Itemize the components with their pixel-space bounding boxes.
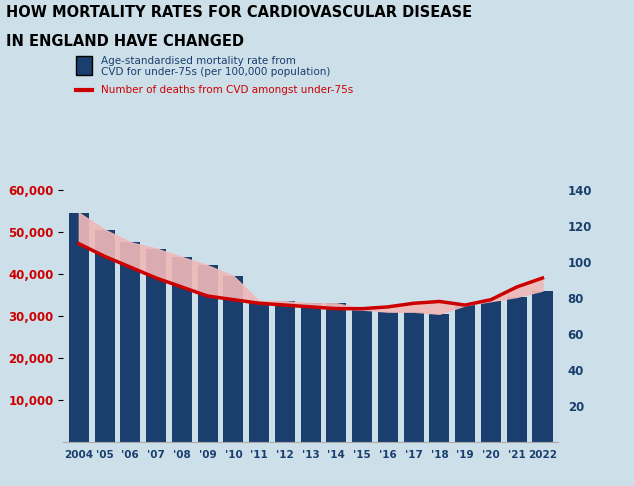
Bar bbox=[481, 301, 501, 442]
Bar bbox=[429, 314, 450, 442]
Bar bbox=[352, 310, 372, 442]
Bar bbox=[94, 229, 115, 442]
Bar bbox=[327, 303, 346, 442]
Bar bbox=[223, 276, 243, 442]
Bar bbox=[172, 257, 192, 442]
Text: HOW MORTALITY RATES FOR CARDIOVASCULAR DISEASE: HOW MORTALITY RATES FOR CARDIOVASCULAR D… bbox=[6, 5, 472, 20]
Text: Age-standardised mortality rate from
CVD for under-75s (per 100,000 population): Age-standardised mortality rate from CVD… bbox=[101, 56, 331, 77]
Bar bbox=[533, 291, 552, 442]
Bar bbox=[275, 301, 295, 442]
Bar bbox=[198, 265, 217, 442]
Bar bbox=[249, 301, 269, 442]
Bar bbox=[301, 303, 321, 442]
Bar bbox=[455, 305, 476, 442]
FancyBboxPatch shape bbox=[76, 56, 92, 75]
Bar bbox=[404, 312, 424, 442]
Text: IN ENGLAND HAVE CHANGED: IN ENGLAND HAVE CHANGED bbox=[6, 34, 244, 49]
Bar bbox=[146, 248, 166, 442]
Bar bbox=[507, 297, 527, 442]
Text: Number of deaths from CVD amongst under-75s: Number of deaths from CVD amongst under-… bbox=[101, 85, 354, 95]
Bar bbox=[69, 213, 89, 442]
Bar bbox=[378, 312, 398, 442]
Bar bbox=[120, 242, 140, 442]
